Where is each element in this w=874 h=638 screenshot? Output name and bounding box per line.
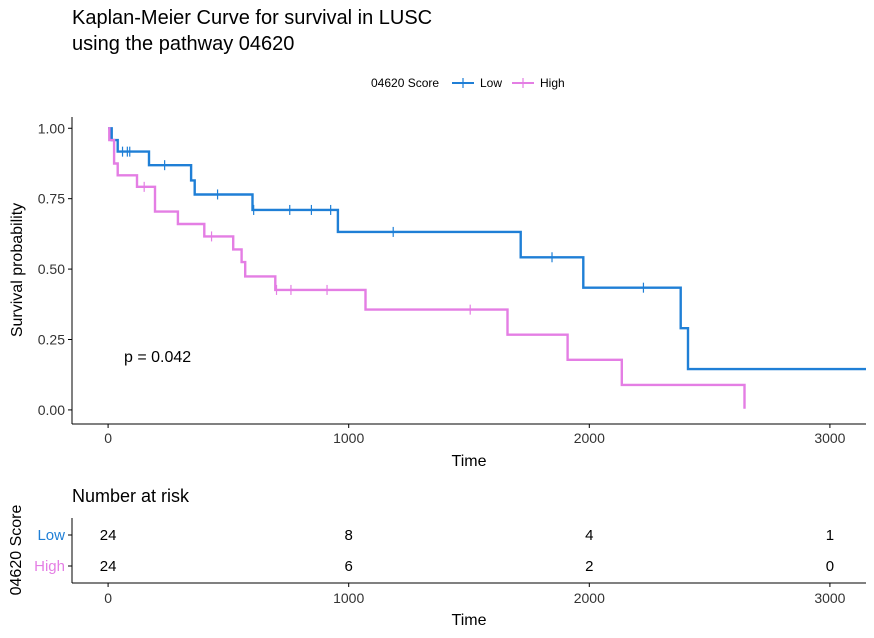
risk-count-low: 24 [100, 527, 117, 544]
risk-row-label-low: Low [37, 527, 65, 544]
legend-title: 04620 Score [371, 76, 439, 90]
risk-table-x-ticks: 0 1000 2000 3000 [104, 583, 846, 606]
chart-title-line2: using the pathway 04620 [72, 33, 294, 55]
risk-table-x-axis-label: Time [452, 612, 487, 629]
risk-x-tick-label: 3000 [814, 590, 845, 606]
y-ticks: 0.00 0.25 0.50 0.75 1.00 [38, 120, 72, 418]
risk-table: Number at risk Low 24 8 4 1 High 24 6 2 0 0 1000 20… [8, 486, 866, 629]
survival-plot: 0.00 0.25 0.50 0.75 1.00 0 1000 2000 3000 Survi… [9, 117, 866, 470]
y-tick-label: 0.00 [38, 402, 65, 418]
x-tick-label: 3000 [814, 430, 845, 446]
p-value-annotation: p = 0.042 [124, 349, 191, 366]
y-tick-label: 0.50 [38, 261, 65, 277]
risk-row-label-high: High [34, 558, 65, 575]
x-ticks: 0 1000 2000 3000 [104, 424, 846, 446]
risk-count-high: 2 [585, 558, 593, 575]
survival-curve-high [108, 127, 746, 409]
risk-count-low: 1 [826, 527, 834, 544]
risk-table-title: Number at risk [72, 486, 190, 506]
legend-label-high: High [540, 76, 565, 90]
survival-curve-low [108, 127, 866, 371]
risk-count-high: 24 [100, 558, 117, 575]
risk-table-y-axis-label: 04620 Score [8, 505, 25, 596]
risk-x-tick-label: 0 [104, 590, 112, 606]
x-axis-label: Time [452, 453, 487, 470]
risk-count-low: 4 [585, 527, 593, 544]
y-tick-label: 0.25 [38, 332, 65, 348]
risk-x-tick-label: 2000 [574, 590, 605, 606]
x-tick-label: 1000 [333, 430, 364, 446]
survival-curves [108, 127, 866, 409]
risk-count-high: 6 [345, 558, 353, 575]
risk-count-high: 0 [826, 558, 834, 575]
legend: 04620 Score Low High [371, 76, 565, 90]
legend-label-low: Low [480, 76, 502, 90]
y-tick-label: 1.00 [38, 120, 65, 136]
x-tick-label: 0 [104, 430, 112, 446]
y-axis-label: Survival probability [9, 203, 26, 337]
risk-table-rows: Low 24 8 4 1 High 24 6 2 0 [34, 527, 834, 575]
risk-count-low: 8 [345, 527, 353, 544]
chart-title-line1: Kaplan-Meier Curve for survival in LUSC [72, 7, 432, 29]
risk-x-tick-label: 1000 [333, 590, 364, 606]
x-tick-label: 2000 [574, 430, 605, 446]
y-tick-label: 0.75 [38, 191, 65, 207]
